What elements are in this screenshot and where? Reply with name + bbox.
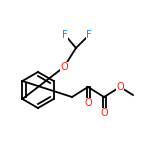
Text: F: F bbox=[62, 30, 68, 40]
Text: O: O bbox=[116, 82, 124, 92]
Text: O: O bbox=[84, 98, 92, 108]
Text: O: O bbox=[60, 62, 68, 72]
Text: F: F bbox=[86, 30, 92, 40]
Text: O: O bbox=[100, 108, 108, 118]
